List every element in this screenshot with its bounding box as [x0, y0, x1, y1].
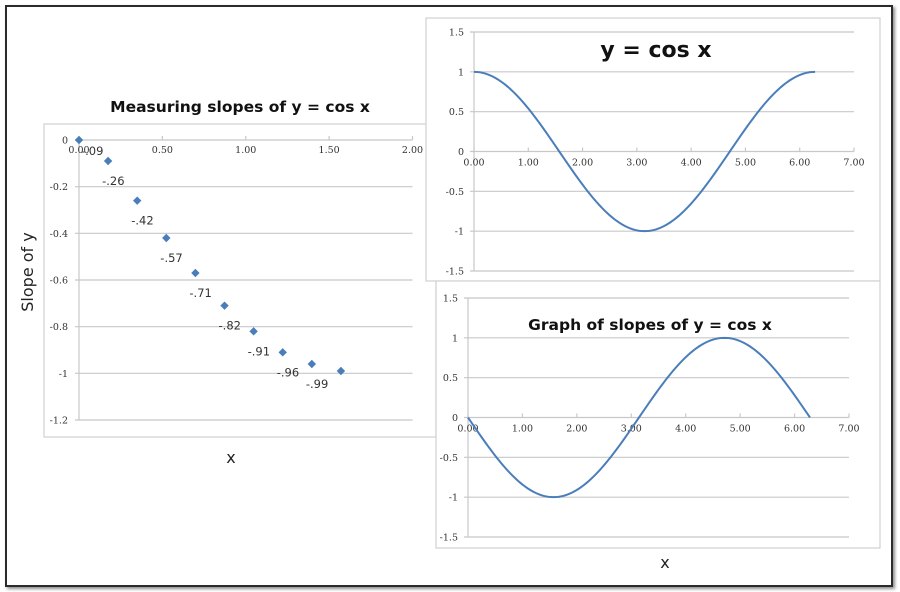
y-tick-label: 1 — [452, 333, 458, 344]
x-tick-label: 0.00 — [457, 424, 478, 435]
cos-curve — [473, 70, 816, 233]
y-axis-tick-labels: 1.5 1 0.5 0 -0.5 -1 -1.5 — [440, 294, 458, 544]
gridlines — [464, 297, 850, 538]
x-tick-label: 7.00 — [843, 158, 864, 169]
data-points: -.09 -.26 -.42 -.57 -.71 -.82 -.91 -.96 -.99 — [74, 135, 346, 391]
point-label: -.91 — [248, 344, 270, 358]
x-tick-label: 0.50 — [152, 145, 173, 156]
y-tick-label: -0.5 — [440, 453, 458, 464]
chart-slopes-of-cos-x: 1.510.50-0.5-1-1.5 0.00 1.00 2.00 3.00 4.00 5… — [435, 280, 881, 572]
y-tick-label: -1.2 — [50, 416, 68, 427]
x-tick-label: 5.00 — [730, 424, 751, 435]
x-axis-tick-labels: 0.00 1.00 2.00 3.00 4.00 5.00 6.00 7.00 — [463, 158, 864, 169]
chart-cos-x: 1.5 1 0.5 0 -0.5 -1 -1.5 0.00 1.00 2.00 3.00 4.00 5… — [425, 17, 881, 282]
y-axis-tick-labels: 1.5 1 0.5 0 -0.5 -1 -1.5 — [446, 28, 464, 278]
y-tick-label: -0.4 — [50, 229, 68, 240]
diamond-marker — [278, 348, 287, 357]
y-tick-label: -1 — [449, 493, 458, 504]
point-label: -.57 — [160, 251, 182, 265]
x-tick-label: 4.00 — [675, 424, 696, 435]
x-tick-label: 2.00 — [402, 145, 423, 156]
y-tick-label: 0 — [62, 136, 68, 147]
x-tick-label: 7.00 — [838, 424, 859, 435]
x-tick-label: 5.00 — [735, 158, 756, 169]
diamond-marker — [220, 301, 229, 310]
chart-title: y = cos x — [600, 38, 711, 63]
chart-area — [425, 17, 881, 282]
y-tick-label: 1 — [458, 67, 464, 78]
diamond-marker — [133, 196, 142, 205]
y-tick-label: -0.8 — [50, 322, 68, 333]
point-label: -.71 — [189, 286, 211, 300]
x-axis-title: x — [226, 448, 235, 467]
slope-curve — [467, 336, 811, 499]
y-axis-title: Slope of y — [18, 232, 37, 311]
point-label: -.42 — [131, 214, 153, 228]
y-tick-label: 0 — [458, 147, 464, 158]
y-tick-label: -1 — [59, 369, 68, 380]
point-label: -.09 — [81, 144, 103, 158]
y-tick-label: 0.5 — [443, 373, 458, 384]
x-axis-title: x — [660, 553, 669, 572]
point-label: -.99 — [306, 377, 328, 391]
diamond-marker — [336, 366, 346, 376]
x-axis-tick-labels: 0.00 0.50 1.00 1.50 2.00 — [68, 145, 423, 156]
x-tick-label: 6.00 — [784, 424, 805, 435]
x-tick-label: 0.00 — [68, 145, 89, 156]
diamond-marker — [103, 156, 113, 166]
x-tick-label: 2.00 — [572, 158, 593, 169]
x-tick-label: 4.00 — [681, 158, 702, 169]
x-tick-label: 6.00 — [789, 158, 810, 169]
y-tick-label: -0.2 — [50, 182, 68, 193]
y-tick-label: 1.5 — [443, 294, 458, 305]
y-tick-label: 1.5 — [449, 28, 464, 39]
gridlines — [75, 136, 414, 421]
x-tick-label: 1.00 — [235, 145, 256, 156]
chart-area — [435, 280, 881, 549]
x-tick-label: 2.00 — [566, 424, 587, 435]
y-tick-label: 0 — [452, 413, 458, 424]
diamond-marker — [162, 233, 171, 243]
y-tick-label: -1 — [455, 227, 464, 238]
point-label: -.96 — [277, 365, 299, 379]
diamond-marker — [307, 359, 317, 369]
x-tick-label: 1.50 — [319, 145, 340, 156]
diamond-marker — [191, 268, 200, 278]
point-label: -.82 — [219, 319, 241, 333]
y-tick-label: -1.5 — [440, 533, 458, 544]
point-label: -.26 — [102, 174, 124, 188]
gridlines — [470, 31, 855, 272]
diamond-marker — [74, 135, 84, 145]
x-tick-label: 0.00 — [463, 158, 484, 169]
y-tick-label: 0.5 — [449, 107, 464, 118]
chart-title: Measuring slopes of y = cos x — [110, 98, 370, 116]
diamond-marker — [249, 327, 258, 336]
y-tick-label: -0.6 — [50, 276, 68, 287]
chart-title: Graph of slopes of y = cos x — [528, 316, 772, 334]
x-tick-label: 1.00 — [518, 158, 539, 169]
x-tick-label: 3.00 — [626, 158, 647, 169]
x-tick-label: 1.00 — [512, 424, 533, 435]
y-tick-label: -1.5 — [446, 267, 464, 278]
y-tick-label: -0.5 — [446, 187, 464, 198]
chart-measuring-slopes: Measuring slopes of y = cos x 0-0.2-0.4-… — [18, 98, 437, 467]
y-axis-tick-labels: 0 -0.2 -0.4 -0.6 -0.8 -1 -1.2 — [50, 136, 68, 427]
